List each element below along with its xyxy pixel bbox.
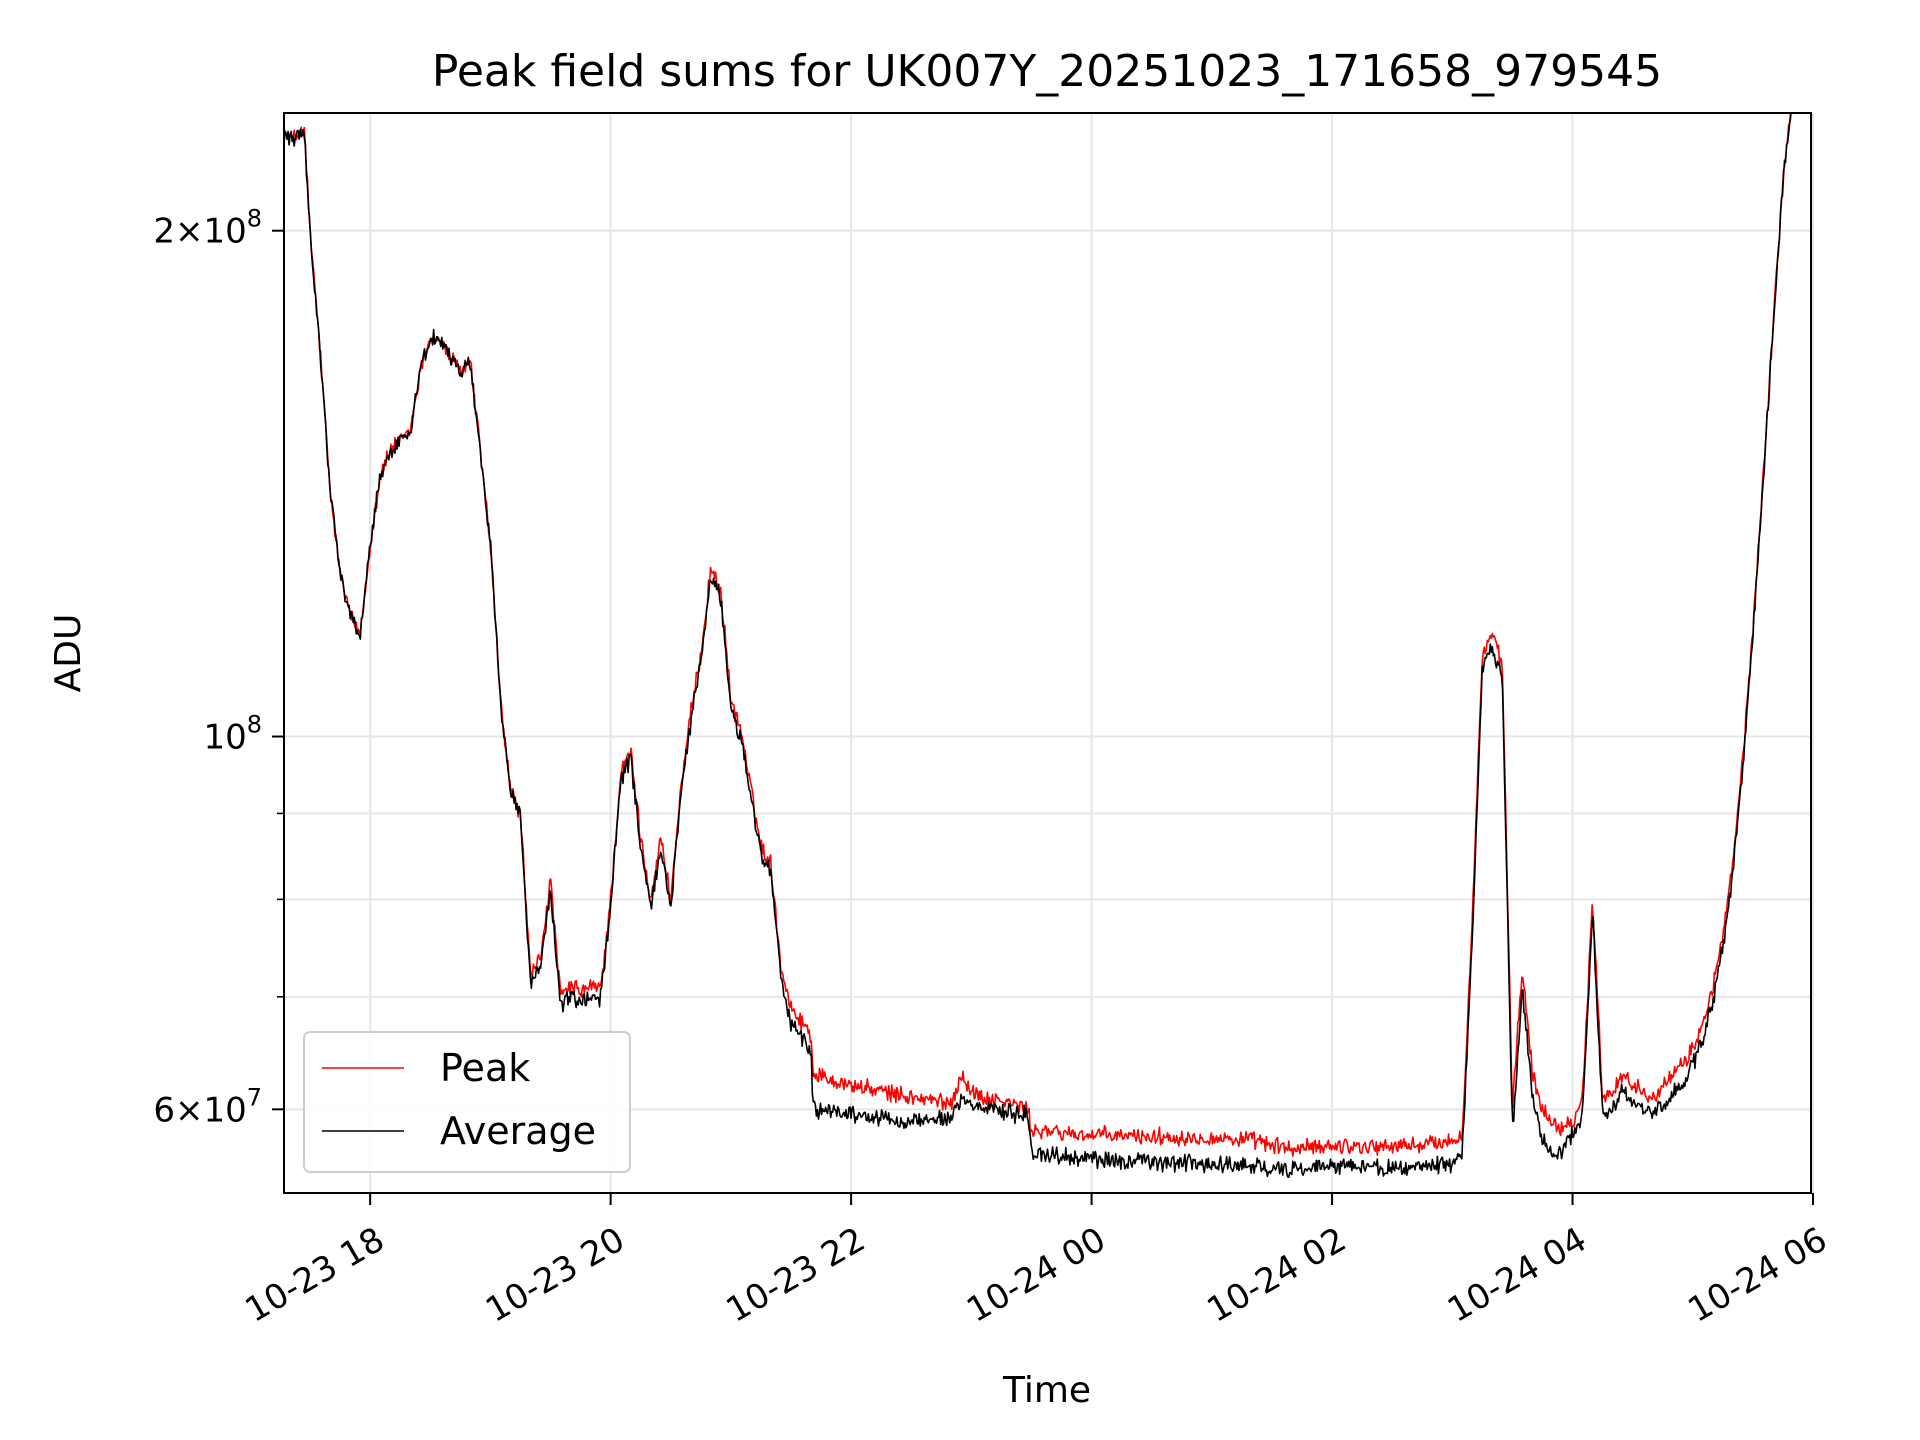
y-tick-label: 6×107: [153, 1083, 262, 1130]
grid-layer: [284, 113, 1815, 1193]
chart-title: Peak field sums for UK007Y_20251023_1716…: [432, 46, 1662, 97]
y-tick-label: 108: [203, 711, 262, 758]
legend-label-peak: Peak: [440, 1046, 530, 1090]
series-layer: [284, 113, 1792, 1178]
legend: Peak Average: [303, 1031, 631, 1173]
series-line-peak: [284, 113, 1792, 1157]
plot-frame: [283, 112, 1812, 1194]
legend-label-average: Average: [440, 1109, 596, 1153]
y-tick-label: 2×108: [153, 205, 262, 252]
plot-area-background: [284, 113, 1811, 1193]
x-axis-label: Time: [1002, 1370, 1091, 1411]
legend-box: [303, 1031, 631, 1173]
series-line-average: [284, 113, 1792, 1178]
y-axis-label: ADU: [48, 614, 89, 693]
